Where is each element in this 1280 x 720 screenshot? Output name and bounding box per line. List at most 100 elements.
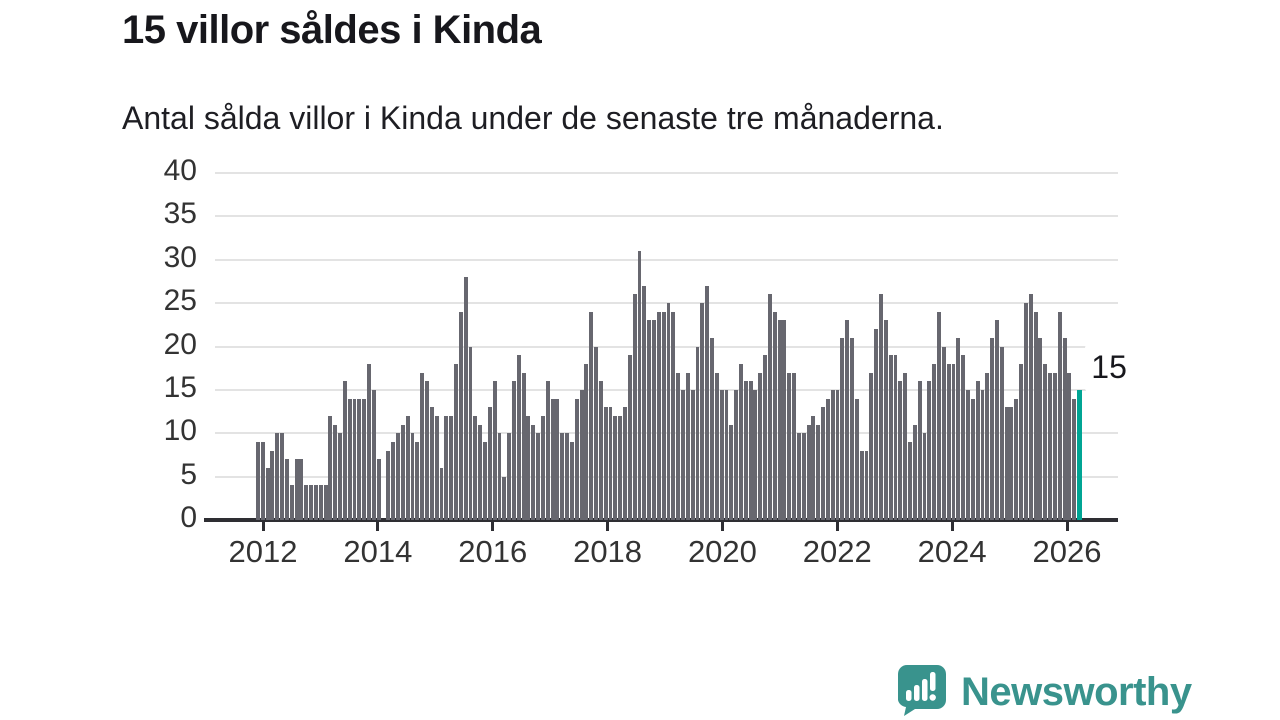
bar — [449, 415, 454, 520]
y-axis-tick-label: 25 — [163, 284, 197, 318]
bar — [767, 294, 772, 520]
bar — [994, 320, 999, 520]
bar — [289, 485, 294, 520]
bar — [714, 372, 719, 520]
y-axis-tick-label: 30 — [163, 240, 197, 274]
bar — [550, 398, 555, 520]
bar — [758, 372, 763, 520]
x-axis-tickmark — [950, 522, 954, 531]
gridline — [215, 345, 1118, 348]
bar — [888, 355, 893, 520]
bar — [883, 320, 888, 520]
gridline — [215, 172, 1118, 174]
bar — [850, 337, 854, 520]
bar — [874, 329, 879, 520]
bar — [545, 381, 550, 520]
x-axis-tick-label: 2026 — [1032, 534, 1102, 569]
y-axis-tick-label: 35 — [163, 197, 197, 231]
bar — [787, 372, 792, 520]
bar — [328, 415, 333, 520]
bar — [574, 398, 579, 520]
x-axis-tickmark — [491, 522, 495, 531]
bar — [792, 372, 797, 520]
x-axis-tick-label: 2016 — [458, 534, 528, 569]
bar — [937, 311, 941, 520]
x-axis-tick-label: 2022 — [802, 534, 872, 569]
bar — [371, 389, 376, 520]
bar — [1019, 363, 1024, 520]
bar — [763, 355, 768, 520]
gridline — [215, 475, 1118, 478]
bar — [1072, 398, 1077, 520]
bar — [521, 372, 526, 520]
bar — [526, 415, 531, 520]
bar — [1033, 311, 1038, 520]
bar — [676, 372, 681, 520]
bar — [917, 381, 922, 520]
bar — [946, 363, 951, 520]
bar — [661, 311, 666, 520]
bar — [352, 398, 357, 520]
bar — [806, 424, 811, 520]
bar — [342, 381, 347, 520]
bar — [1067, 372, 1072, 520]
x-axis-tick-label: 2018 — [573, 534, 643, 569]
bar — [830, 389, 835, 520]
bar — [511, 381, 516, 520]
chart-subtitle: Antal sålda villor i Kinda under de sena… — [122, 100, 944, 136]
bar — [719, 389, 724, 520]
bar — [821, 407, 825, 520]
bar — [391, 441, 396, 520]
bar — [772, 311, 777, 520]
bar — [405, 415, 410, 520]
bar — [507, 433, 512, 520]
bar — [284, 459, 289, 520]
bar — [893, 355, 898, 520]
bar — [705, 285, 710, 520]
annotation-caret — [1074, 369, 1087, 388]
bar — [999, 346, 1004, 520]
bar — [458, 311, 463, 520]
bar — [845, 320, 850, 520]
bar — [357, 398, 362, 520]
bar — [1057, 311, 1062, 520]
bar — [265, 467, 270, 520]
bar — [941, 346, 946, 520]
bar — [598, 381, 603, 520]
bar — [309, 485, 314, 520]
bar — [1009, 407, 1014, 520]
x-axis-line — [204, 518, 1118, 522]
bar — [478, 424, 483, 520]
bar — [502, 476, 507, 520]
bar — [463, 277, 468, 520]
bar — [1028, 294, 1033, 520]
y-axis-tick-label: 0 — [180, 501, 197, 534]
bar — [333, 424, 338, 520]
bar — [560, 433, 565, 520]
y-axis-tick-label: 10 — [163, 414, 197, 448]
bar — [729, 424, 734, 520]
bar — [540, 415, 545, 520]
newsworthy-speech-bubble-chart-icon — [897, 664, 947, 720]
bar — [376, 459, 381, 520]
bar — [700, 303, 705, 520]
bar — [975, 381, 980, 520]
bar — [656, 311, 661, 520]
bar — [584, 363, 589, 520]
bar — [454, 363, 458, 520]
bar — [608, 407, 613, 520]
bar — [1043, 363, 1048, 520]
bar — [647, 320, 652, 520]
bar — [468, 346, 473, 520]
bar — [613, 415, 618, 520]
y-axis-tick-label: 40 — [163, 154, 197, 187]
x-axis-tickmark — [261, 522, 265, 531]
bar — [497, 433, 502, 520]
bar — [260, 441, 265, 520]
bar — [690, 389, 695, 520]
bar — [425, 381, 429, 520]
bar — [579, 389, 584, 520]
bar — [429, 407, 434, 520]
gridline — [215, 215, 1118, 218]
